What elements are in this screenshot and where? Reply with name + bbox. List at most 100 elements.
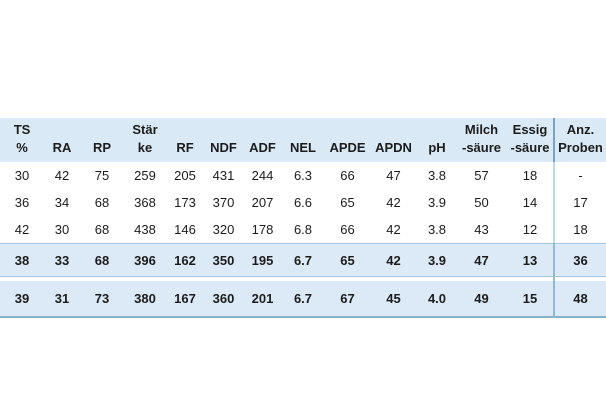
header-label: TS — [13, 122, 31, 137]
cell: 370 — [212, 195, 235, 210]
cell: 47 — [386, 168, 401, 183]
cell: - — [578, 168, 583, 183]
header-label: Proben — [558, 140, 603, 155]
cell: 146 — [174, 222, 196, 237]
cell: 42 — [54, 168, 70, 183]
cell: 66 — [340, 222, 355, 237]
cell: 12 — [522, 222, 538, 237]
cell: 18 — [573, 222, 588, 237]
cell: 47 — [474, 252, 489, 268]
cell: 259 — [134, 168, 156, 183]
header-label: Anz. — [566, 122, 595, 137]
header-label: ADF — [249, 140, 276, 155]
cell: 6.8 — [293, 222, 313, 237]
cell: 68 — [94, 252, 110, 268]
header-cell-staerke: Stär ke — [124, 118, 166, 162]
cell: 438 — [134, 222, 156, 237]
cell: 4.0 — [427, 291, 447, 306]
cell: 178 — [251, 222, 274, 237]
header-label: RA — [52, 140, 72, 155]
header-cell-ph: pH — [416, 118, 458, 162]
cell: 65 — [340, 195, 355, 210]
header-cell-anz-proben: Anz. Proben — [555, 118, 606, 162]
cell: 30 — [54, 222, 70, 237]
cell: 396 — [134, 252, 156, 268]
header-cell-nel: NEL — [282, 118, 324, 162]
header-cell-apdn: APDN — [371, 118, 416, 162]
cell: 30 — [14, 168, 30, 183]
cell: 201 — [251, 291, 274, 306]
summary-row-1: 38 33 68 396 162 350 195 6.7 65 42 3.9 4… — [0, 243, 606, 277]
header-label: RF — [176, 140, 194, 155]
cell: 162 — [174, 252, 196, 268]
header-label: Stär — [132, 122, 158, 137]
cell: 244 — [251, 168, 274, 183]
cell: 68 — [94, 195, 110, 210]
cell: 66 — [340, 168, 355, 183]
cell: 3.9 — [427, 252, 447, 268]
cell: 350 — [212, 252, 235, 268]
cell: 3.8 — [427, 168, 447, 183]
cell: 6.6 — [293, 195, 313, 210]
cell: 360 — [212, 291, 235, 306]
cell: 42 — [386, 222, 401, 237]
cell: 207 — [251, 195, 274, 210]
cell: 13 — [522, 252, 538, 268]
cell: 43 — [474, 222, 489, 237]
header-cell-rp: RP — [80, 118, 124, 162]
cell: 42 — [386, 195, 401, 210]
cell: 320 — [212, 222, 235, 237]
cell: 39 — [14, 291, 30, 306]
nutrient-table: TS % RA RP Stär ke RF NDF ADF — [0, 118, 606, 318]
cell: 6.7 — [293, 291, 313, 306]
cell: 57 — [474, 168, 489, 183]
cell: 42 — [386, 252, 401, 268]
cell: 14 — [522, 195, 538, 210]
cell: 15 — [522, 291, 538, 306]
summary-row-2: 39 31 73 380 167 360 201 6.7 67 45 4.0 4… — [0, 281, 606, 318]
cell: 17 — [573, 195, 588, 210]
data-row-1: 30 42 75 259 205 431 244 6.3 66 47 3.8 5… — [0, 162, 606, 189]
cell: 34 — [54, 195, 70, 210]
header-cell-ts: TS % — [0, 118, 44, 162]
header-label: NEL — [290, 140, 316, 155]
header-cell-milchsaeure: Milch -säure — [458, 118, 505, 162]
cell: 31 — [54, 291, 70, 306]
cell: 67 — [340, 291, 355, 306]
data-row-3: 42 30 68 438 146 320 178 6.8 66 42 3.8 4… — [0, 216, 606, 243]
cell: 195 — [251, 252, 274, 268]
header-label: Milch — [464, 122, 499, 137]
header-cell-adf: ADF — [243, 118, 282, 162]
cell: 205 — [174, 168, 196, 183]
table-header-row: TS % RA RP Stär ke RF NDF ADF — [0, 118, 606, 162]
cell: 431 — [212, 168, 235, 183]
cell: 173 — [174, 195, 196, 210]
header-cell-essigsaeure: Essig -säure — [505, 118, 555, 162]
cell: 33 — [54, 252, 70, 268]
header-label: -säure — [510, 140, 550, 155]
cell: 167 — [174, 291, 196, 306]
cell: 6.3 — [293, 168, 313, 183]
header-cell-ndf: NDF — [204, 118, 243, 162]
cell: 42 — [14, 222, 30, 237]
header-label: RP — [92, 140, 112, 155]
header-label: pH — [428, 140, 446, 155]
cell: 380 — [134, 291, 156, 306]
cell: 49 — [474, 291, 489, 306]
cell: 6.7 — [293, 252, 313, 268]
cell: 38 — [14, 252, 30, 268]
cell: 73 — [94, 291, 110, 306]
header-label: Essig — [512, 122, 548, 137]
row-divider — [0, 277, 606, 281]
cell: 3.8 — [427, 222, 447, 237]
header-label: -säure — [461, 140, 502, 155]
cell: 50 — [474, 195, 489, 210]
data-row-2: 36 34 68 368 173 370 207 6.6 65 42 3.9 5… — [0, 189, 606, 216]
cell: 3.9 — [427, 195, 447, 210]
cell: 68 — [94, 222, 110, 237]
cell: 368 — [134, 195, 156, 210]
cell: 48 — [573, 291, 588, 306]
header-cell-apde: APDE — [324, 118, 371, 162]
cell: 36 — [573, 252, 588, 268]
